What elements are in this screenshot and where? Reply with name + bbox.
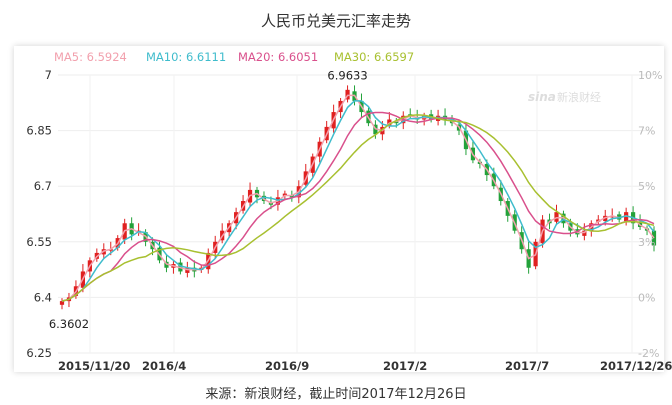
watermark: sina 新浪财经 — [528, 90, 601, 104]
x-tick-label: 2016/4 — [142, 359, 186, 373]
y-axis-left: 7 6.85 6.7 6.55 6.4 6.25 — [26, 68, 52, 360]
moving-averages — [61, 94, 655, 302]
chart-panel — [14, 46, 664, 372]
ma30-line — [61, 114, 655, 302]
candles — [59, 85, 657, 310]
y2-tick-label: 0% — [638, 291, 655, 304]
ma10-line — [61, 100, 655, 302]
chart-title: 人民币兑美元汇率走势 — [260, 12, 411, 30]
legend-ma30: MA30: 6.6597 — [334, 50, 415, 64]
watermark-logo: sina — [528, 90, 556, 104]
source-caption: 来源：新浪财经，截止时间2017年12月26日 — [205, 387, 467, 402]
candle-body — [164, 261, 169, 268]
y2-tick-label: 3% — [638, 236, 655, 249]
y2-tick-label: 10% — [638, 69, 662, 82]
y-tick-label: 7 — [45, 68, 52, 82]
x-axis: 2015/11/20 2016/4 2016/9 2017/2 2017/7 2017/1… — [58, 359, 672, 373]
y-tick-label: 6.25 — [26, 346, 52, 360]
x-tick-label: 2015/11/20 — [58, 359, 130, 373]
y-tick-label: 6.55 — [26, 235, 52, 249]
x-tick-label: 2017/7 — [505, 359, 549, 373]
x-tick-label: 2016/9 — [265, 359, 309, 373]
y2-tick-label: 7% — [638, 125, 655, 138]
watermark-text: 新浪财经 — [557, 90, 601, 104]
candle-body — [373, 124, 378, 135]
candle-body — [345, 89, 350, 100]
candle-body — [59, 301, 65, 305]
y-axis-right: 10% 7% 5% 3% 0% -2% — [638, 69, 662, 360]
y-tick-label: 6.85 — [26, 124, 52, 138]
chart-legend: MA5: 6.5924 MA10: 6.6111 MA20: 6.6051 MA… — [38, 50, 638, 66]
annotation-label: 6.3602 — [49, 317, 89, 331]
y-tick-label: 6.7 — [34, 179, 52, 193]
x-tick-label: 2017/12/26 — [600, 359, 672, 373]
y2-tick-label: -2% — [638, 347, 659, 360]
y2-tick-label: 5% — [638, 180, 655, 193]
ma20-line — [61, 111, 655, 302]
ma5-line — [61, 94, 655, 302]
annotations: 6.9633 6.3602 — [49, 69, 368, 332]
legend-ma10: MA10: 6.6111 — [146, 50, 227, 64]
legend-ma5: MA5: 6.5924 — [54, 50, 127, 64]
legend-ma20: MA20: 6.6051 — [238, 50, 319, 64]
x-tick-label: 2017/2 — [383, 359, 427, 373]
annotation-label: 6.9633 — [327, 69, 367, 83]
candle-body — [582, 230, 587, 236]
y-tick-label: 6.4 — [34, 290, 52, 304]
candle-body — [282, 193, 287, 196]
